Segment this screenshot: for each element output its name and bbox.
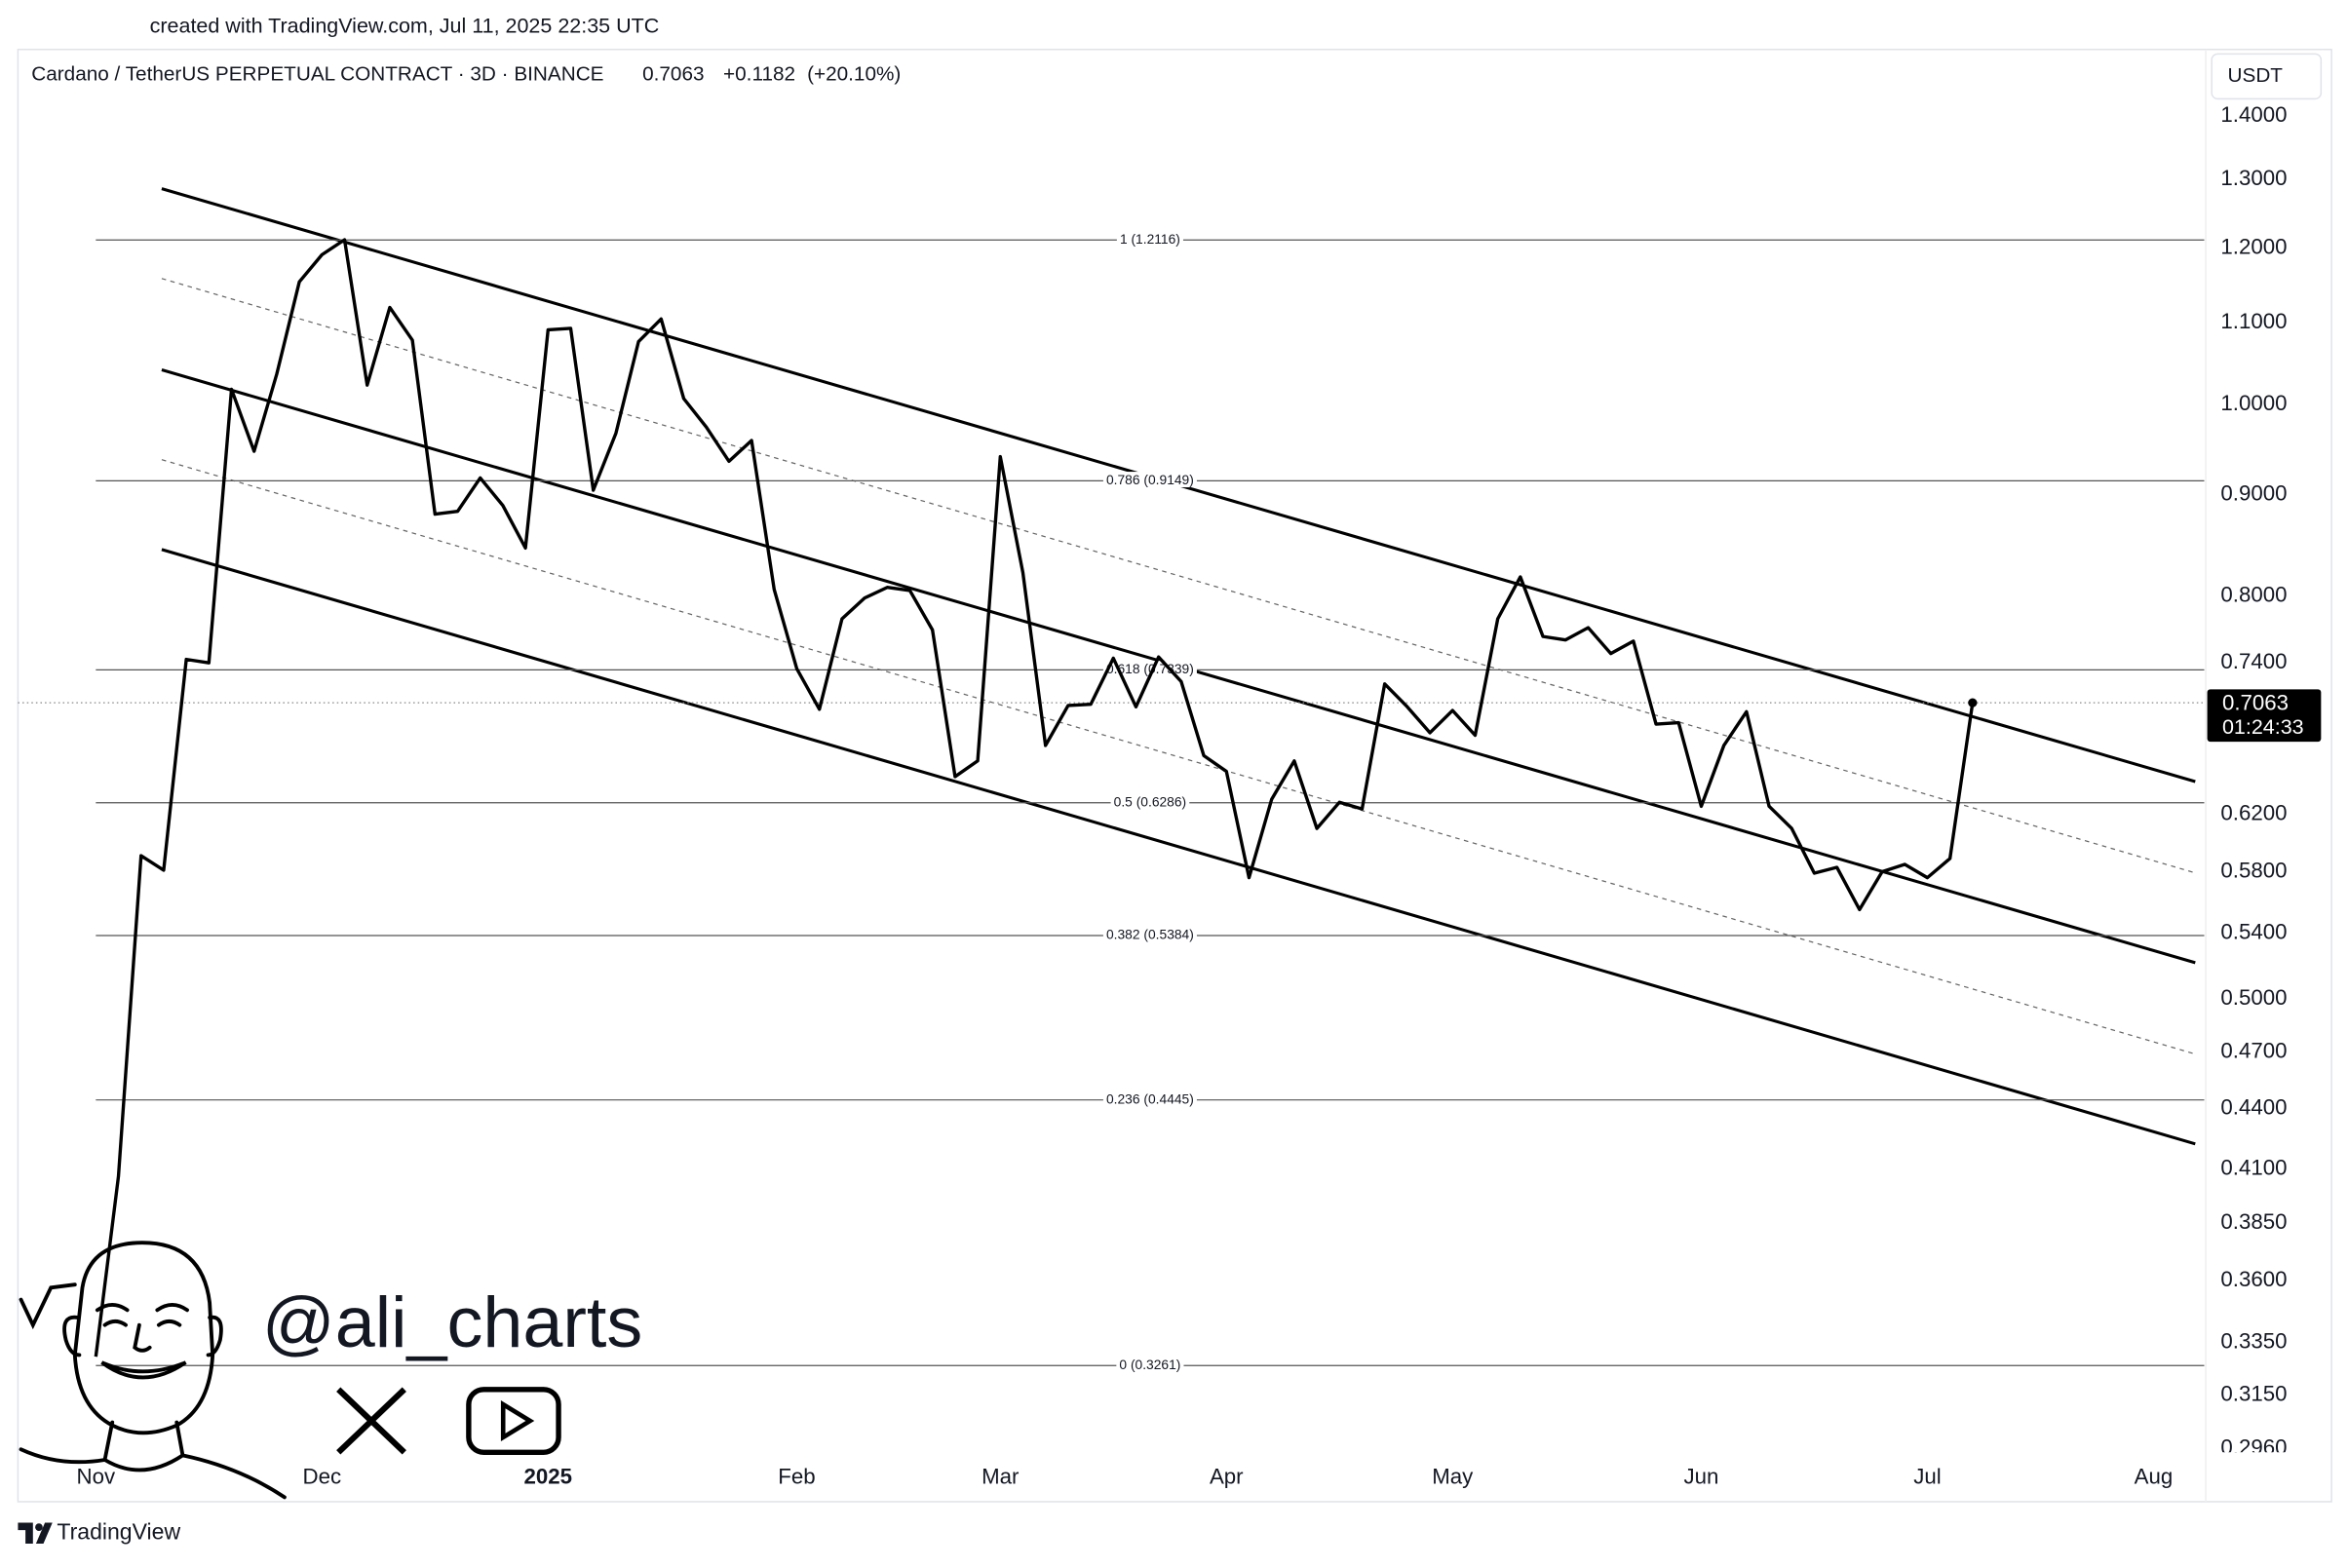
brand: TradingView [57, 1518, 180, 1544]
y-tick-label: 0.5000 [2220, 985, 2287, 1010]
price-box [2207, 689, 2322, 743]
price-box-countdown: 01:24:33 [2222, 715, 2304, 739]
fib-label: 0.236 (0.4445) [1106, 1090, 1194, 1106]
y-tick-label: 1.1000 [2220, 309, 2287, 333]
fib-label: 0.786 (0.9149) [1106, 472, 1194, 487]
x-tick-label: Mar [982, 1464, 1020, 1488]
y-tick-label: 0.5800 [2220, 858, 2287, 882]
y-tick-label: 1.2000 [2220, 235, 2287, 259]
fib-label-bg [1116, 1356, 1184, 1372]
channel-mid-line [161, 459, 2196, 1055]
y-tick-label: 0.8000 [2220, 582, 2287, 606]
header-change: +0.1182 [723, 62, 795, 85]
tv-logo [18, 1522, 53, 1545]
y-tick-label: 0.9000 [2220, 481, 2287, 506]
pane-border [17, 48, 2332, 1503]
caricature [19, 1241, 287, 1500]
currency: USDT [2228, 64, 2284, 87]
watermark-handle: @ali_charts [262, 1281, 642, 1362]
header-change-pct: (+20.10%) [807, 62, 901, 85]
fib-label-bg [1116, 230, 1183, 247]
y-tick-label: 0.2960 [2220, 1434, 2287, 1459]
y-tick-label: 1.4000 [2220, 102, 2287, 127]
tv-logo-dot [35, 1523, 43, 1531]
x-tick-label: Nov [77, 1464, 116, 1488]
fib-label: 0.382 (0.5384) [1106, 927, 1194, 942]
y-tick-label: 0.3150 [2220, 1382, 2287, 1406]
price-line [94, 238, 1975, 1358]
plot: 1 (1.2116)0.786 (0.9149)0.618 (0.7339)0.… [18, 187, 2205, 1372]
last-point [1968, 698, 1978, 708]
youtube-play [500, 1400, 535, 1442]
y-tick-label: 0.4700 [2220, 1038, 2287, 1062]
x-tick-label: May [1432, 1464, 1474, 1488]
y-tick-label: 0.3350 [2220, 1328, 2287, 1353]
youtube-icon [466, 1387, 561, 1455]
fib-label-bg [1102, 926, 1197, 942]
channel-mid-line [161, 278, 2196, 874]
x-tick-label: Aug [2135, 1464, 2174, 1488]
y-tick-label: 0.4100 [2220, 1156, 2287, 1180]
header-price: 0.7063 [642, 62, 704, 85]
x-icon [336, 1387, 406, 1455]
channel-line [161, 548, 2196, 1146]
x-tick-label: Jul [1913, 1464, 1941, 1488]
fib-label-bg [1102, 472, 1197, 488]
x-tick-label: Jun [1683, 1464, 1718, 1488]
x-tick-label: Dec [303, 1464, 342, 1488]
price-axis: 1.4000 1.3000 1.2000 1.1000 1.0000 0.9000 0.80… [2220, 102, 2287, 1459]
x-tick-label: 2025 [524, 1464, 573, 1488]
y-tick-label: 1.3000 [2220, 166, 2287, 190]
y-tick-label: 1.0000 [2220, 391, 2287, 415]
currency-box[interactable] [2211, 53, 2323, 100]
fib-label-bg [1102, 1090, 1197, 1107]
tv-logo-mark [18, 1522, 53, 1545]
fib-label: 1 (1.2116) [1120, 231, 1180, 247]
created-caption: created with TradingView.com, Jul 11, 20… [150, 14, 660, 37]
y-tick-label: 0.7400 [2220, 649, 2287, 673]
price-box-value: 0.7063 [2222, 691, 2289, 715]
fib-label: 0.5 (0.6286) [1114, 793, 1187, 809]
y-tick-label: 0.4400 [2220, 1095, 2287, 1120]
x-tick-label: Feb [778, 1464, 815, 1488]
y-tick-label: 0.3600 [2220, 1267, 2287, 1291]
symbol-title: Cardano / TetherUS PERPETUAL CONTRACT · … [31, 62, 603, 85]
x-tick-label: Apr [1210, 1464, 1244, 1488]
fib-label-bg [1110, 793, 1190, 810]
y-tick-label: 0.6200 [2220, 801, 2287, 825]
social-icons [336, 1387, 561, 1455]
y-tick-label: 0.3850 [2220, 1209, 2287, 1234]
fib-label: 0 (0.3261) [1119, 1357, 1180, 1372]
y-tick-label: 0.5400 [2220, 919, 2287, 943]
